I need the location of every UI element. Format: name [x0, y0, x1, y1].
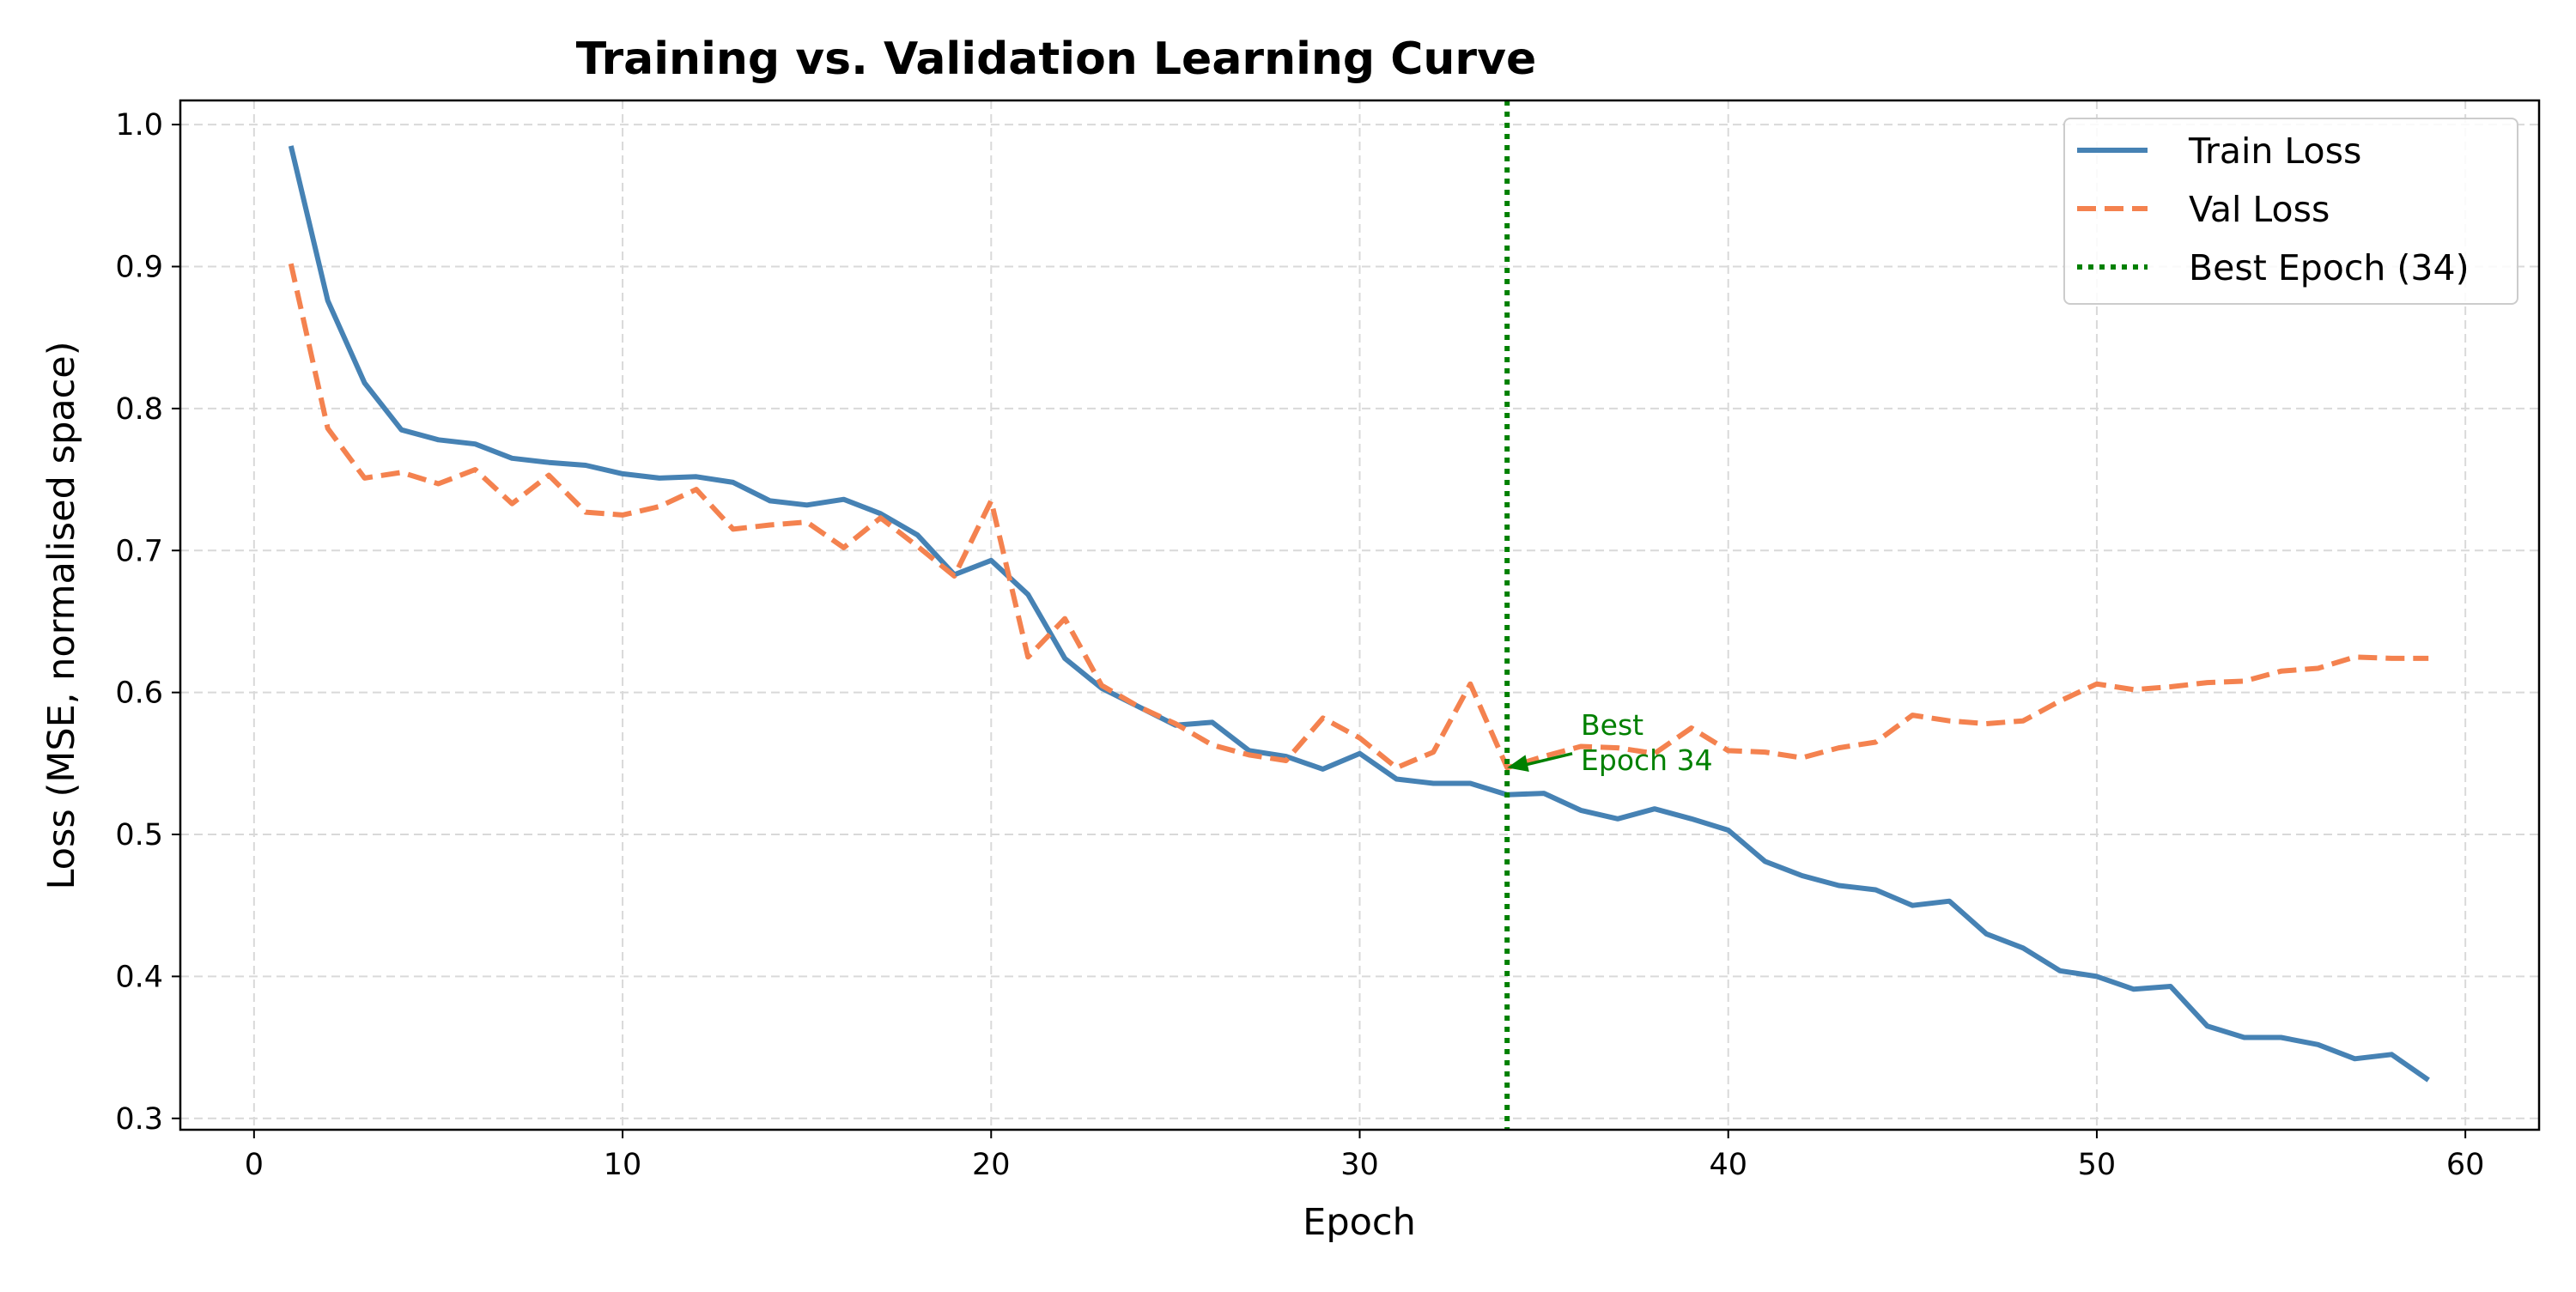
y-tick-label: 0.7 — [115, 534, 163, 568]
x-tick-label: 40 — [1709, 1148, 1747, 1182]
x-tick-label: 20 — [972, 1148, 1011, 1182]
legend-label-best-epoch: Best Epoch (34) — [2189, 247, 2470, 288]
y-axis-label: Loss (MSE, normalised space) — [40, 341, 83, 889]
y-tick-label: 0.5 — [115, 818, 163, 852]
legend-label-val-loss: Val Loss — [2189, 189, 2330, 230]
y-tick-label: 1.0 — [115, 108, 163, 143]
x-tick-label: 30 — [1340, 1148, 1379, 1182]
chart-title: Training vs. Validation Learning Curve — [576, 33, 1537, 85]
series-layer — [288, 100, 2430, 1130]
best-epoch-annotation: Best Epoch 34 — [1507, 708, 1713, 777]
x-tick-label: 60 — [2446, 1148, 2485, 1182]
y-tick-label: 0.3 — [115, 1102, 163, 1137]
legend-box — [2063, 118, 2518, 305]
annotation-text-line1: Best — [1581, 708, 1643, 742]
x-axis-label: Epoch — [1303, 1201, 1416, 1244]
annotation-arrow-shaft — [1523, 752, 1573, 767]
axes-layer: 0 10 20 30 40 50 60 0.3 0.4 0.5 0.6 0.7 0.8 0.9 1.0 — [115, 99, 2541, 1182]
series-line-val-loss — [288, 263, 2429, 771]
annotation-arrow-head — [1507, 755, 1529, 772]
y-tick-label: 0.9 — [115, 250, 163, 284]
legend-label-train-loss: Train Loss — [2188, 130, 2361, 172]
x-tick-label: 0 — [245, 1148, 264, 1182]
series-line-train-loss — [288, 145, 2430, 1083]
y-tick-label: 0.6 — [115, 676, 163, 711]
y-tick-label: 0.4 — [115, 960, 163, 994]
x-tick-label: 10 — [604, 1148, 642, 1182]
y-tick-label: 0.8 — [115, 392, 163, 427]
annotation-text-line2: Epoch 34 — [1581, 743, 1713, 777]
x-tick-label: 50 — [2078, 1148, 2117, 1182]
legend: Train Loss Val Loss Best Epoch (34) — [2063, 118, 2518, 305]
